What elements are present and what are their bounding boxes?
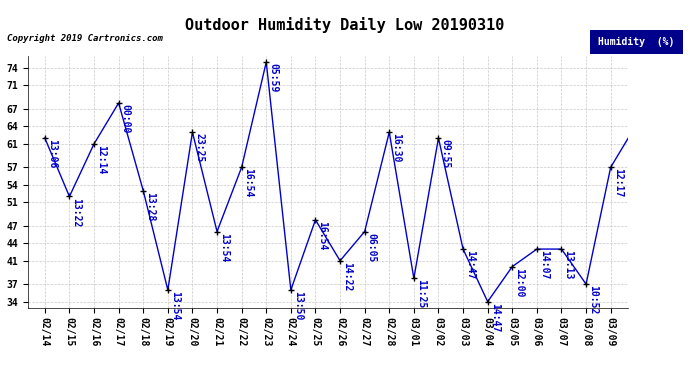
Text: 14:47: 14:47 [465,250,475,280]
Text: 13:54: 13:54 [219,233,229,262]
Text: 05:59: 05:59 [268,63,278,93]
Text: 12:00: 12:00 [514,268,524,297]
Text: 12:17: 12:17 [613,168,622,198]
Text: 11:25: 11:25 [416,279,426,309]
Text: 16:30: 16:30 [391,134,401,163]
Text: 13:06: 13:06 [47,139,57,169]
Text: 14:47: 14:47 [490,303,500,332]
Text: 13:54: 13:54 [170,291,180,321]
Text: Outdoor Humidity Daily Low 20190310: Outdoor Humidity Daily Low 20190310 [186,17,504,33]
Text: 15:09: 15:09 [0,374,1,375]
Text: 14:22: 14:22 [342,262,352,291]
Text: 16:54: 16:54 [317,221,328,251]
Text: 12:14: 12:14 [96,145,106,174]
Text: Copyright 2019 Cartronics.com: Copyright 2019 Cartronics.com [7,34,163,43]
Text: 06:05: 06:05 [366,233,377,262]
Text: 09:55: 09:55 [440,139,451,169]
Text: Humidity  (%): Humidity (%) [598,37,675,47]
Text: 00:00: 00:00 [121,104,130,134]
Text: 13:22: 13:22 [71,198,81,227]
Text: 13:13: 13:13 [564,250,573,280]
Text: 13:28: 13:28 [145,192,155,221]
Text: 14:07: 14:07 [539,250,549,280]
Text: 16:54: 16:54 [244,168,254,198]
Text: 13:50: 13:50 [293,291,303,321]
Text: 23:25: 23:25 [195,134,204,163]
Text: 10:52: 10:52 [588,285,598,315]
